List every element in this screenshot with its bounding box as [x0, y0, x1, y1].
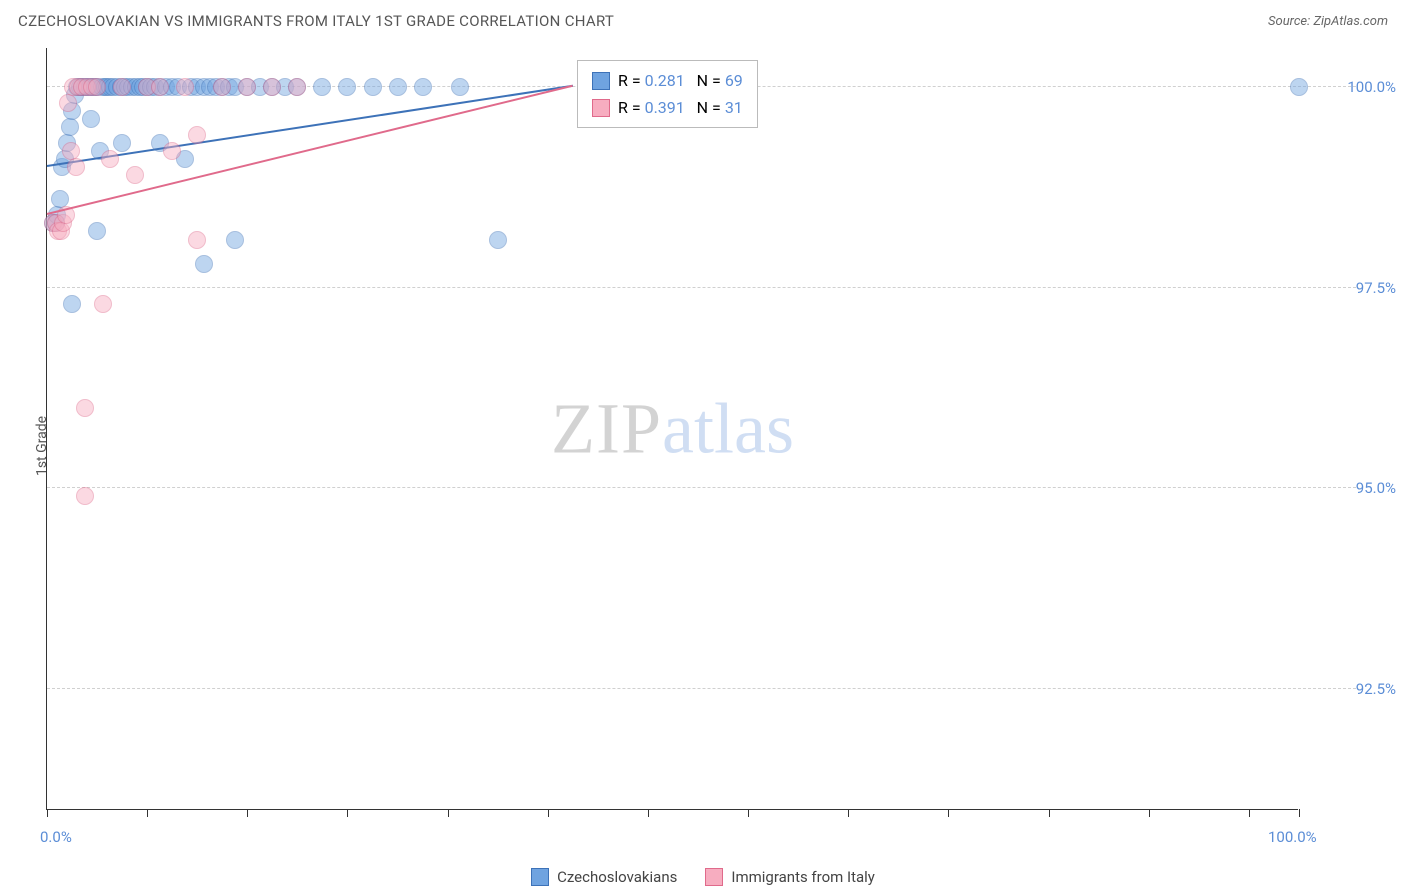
scatter-point [313, 78, 331, 96]
x-tick [848, 809, 849, 817]
scatter-point [61, 118, 79, 136]
stats-legend-row: R = 0.391 N = 31 [592, 94, 743, 121]
scatter-point [163, 142, 181, 160]
stats-legend-row: R = 0.281 N = 69 [592, 67, 743, 94]
x-tick [648, 809, 649, 817]
scatter-point [238, 78, 256, 96]
scatter-point [113, 78, 131, 96]
scatter-point [338, 78, 356, 96]
x-tick [748, 809, 749, 817]
x-tick [1299, 809, 1300, 817]
chart-header: CZECHOSLOVAKIAN VS IMMIGRANTS FROM ITALY… [0, 0, 1406, 42]
legend-item-czechoslovakians: Czechoslovakians [531, 868, 677, 886]
scatter-point [94, 295, 112, 313]
scatter-point [113, 134, 131, 152]
scatter-point [82, 110, 100, 128]
scatter-point [364, 78, 382, 96]
scatter-point [489, 231, 507, 249]
stats-text: R = 0.281 N = 69 [618, 67, 743, 94]
x-tick [948, 809, 949, 817]
x-tick [247, 809, 248, 817]
x-tick-label-min: 0.0% [40, 828, 72, 846]
x-tick-label-max: 100.0% [1268, 828, 1317, 846]
watermark-logo: ZIPatlas [551, 387, 794, 470]
trend-line [47, 85, 573, 167]
watermark-atlas: atlas [662, 388, 794, 468]
scatter-point [101, 150, 119, 168]
scatter-point [59, 94, 77, 112]
scatter-point [76, 399, 94, 417]
scatter-point [213, 78, 231, 96]
x-tick [347, 809, 348, 817]
scatter-point [63, 295, 81, 313]
gridline [47, 688, 1356, 689]
source-prefix: Source: [1268, 14, 1313, 29]
scatter-point [188, 231, 206, 249]
legend-label-2: Immigrants from Italy [731, 868, 875, 886]
scatter-point [88, 222, 106, 240]
source-name: ZipAtlas.com [1313, 14, 1388, 29]
x-tick [47, 809, 48, 817]
y-tick-label: 100.0% [1308, 78, 1396, 854]
scatter-point [176, 78, 194, 96]
scatter-plot-area: ZIPatlas R = 0.281 N = 69 R = 0.391 N = … [46, 48, 1298, 810]
x-tick [1149, 809, 1150, 817]
scatter-point [226, 231, 244, 249]
chart-source: Source: ZipAtlas.com [1268, 14, 1388, 29]
legend-label-1: Czechoslovakians [557, 868, 677, 886]
x-tick [1049, 809, 1050, 817]
scatter-point [88, 78, 106, 96]
x-tick [448, 809, 449, 817]
bottom-legend: Czechoslovakians Immigrants from Italy [0, 868, 1406, 886]
square-icon [592, 99, 610, 117]
watermark-zip: ZIP [551, 388, 662, 468]
square-icon [592, 72, 610, 90]
scatter-point [263, 78, 281, 96]
stats-text: R = 0.391 N = 31 [618, 94, 743, 121]
legend-item-immigrants-italy: Immigrants from Italy [705, 868, 875, 886]
scatter-point [451, 78, 469, 96]
chart-title: CZECHOSLOVAKIAN VS IMMIGRANTS FROM ITALY… [18, 12, 614, 30]
scatter-point [67, 158, 85, 176]
gridline [47, 287, 1356, 288]
square-icon [531, 868, 549, 886]
scatter-point [151, 78, 169, 96]
scatter-point [414, 78, 432, 96]
scatter-point [389, 78, 407, 96]
x-tick [1249, 809, 1250, 817]
x-tick [147, 809, 148, 817]
scatter-point [195, 255, 213, 273]
scatter-point [76, 487, 94, 505]
stats-legend-box: R = 0.281 N = 69 R = 0.391 N = 31 [577, 60, 758, 128]
gridline [47, 487, 1356, 488]
scatter-point [126, 166, 144, 184]
scatter-point [288, 78, 306, 96]
scatter-point [1290, 78, 1308, 96]
x-tick [548, 809, 549, 817]
square-icon [705, 868, 723, 886]
scatter-point [188, 126, 206, 144]
